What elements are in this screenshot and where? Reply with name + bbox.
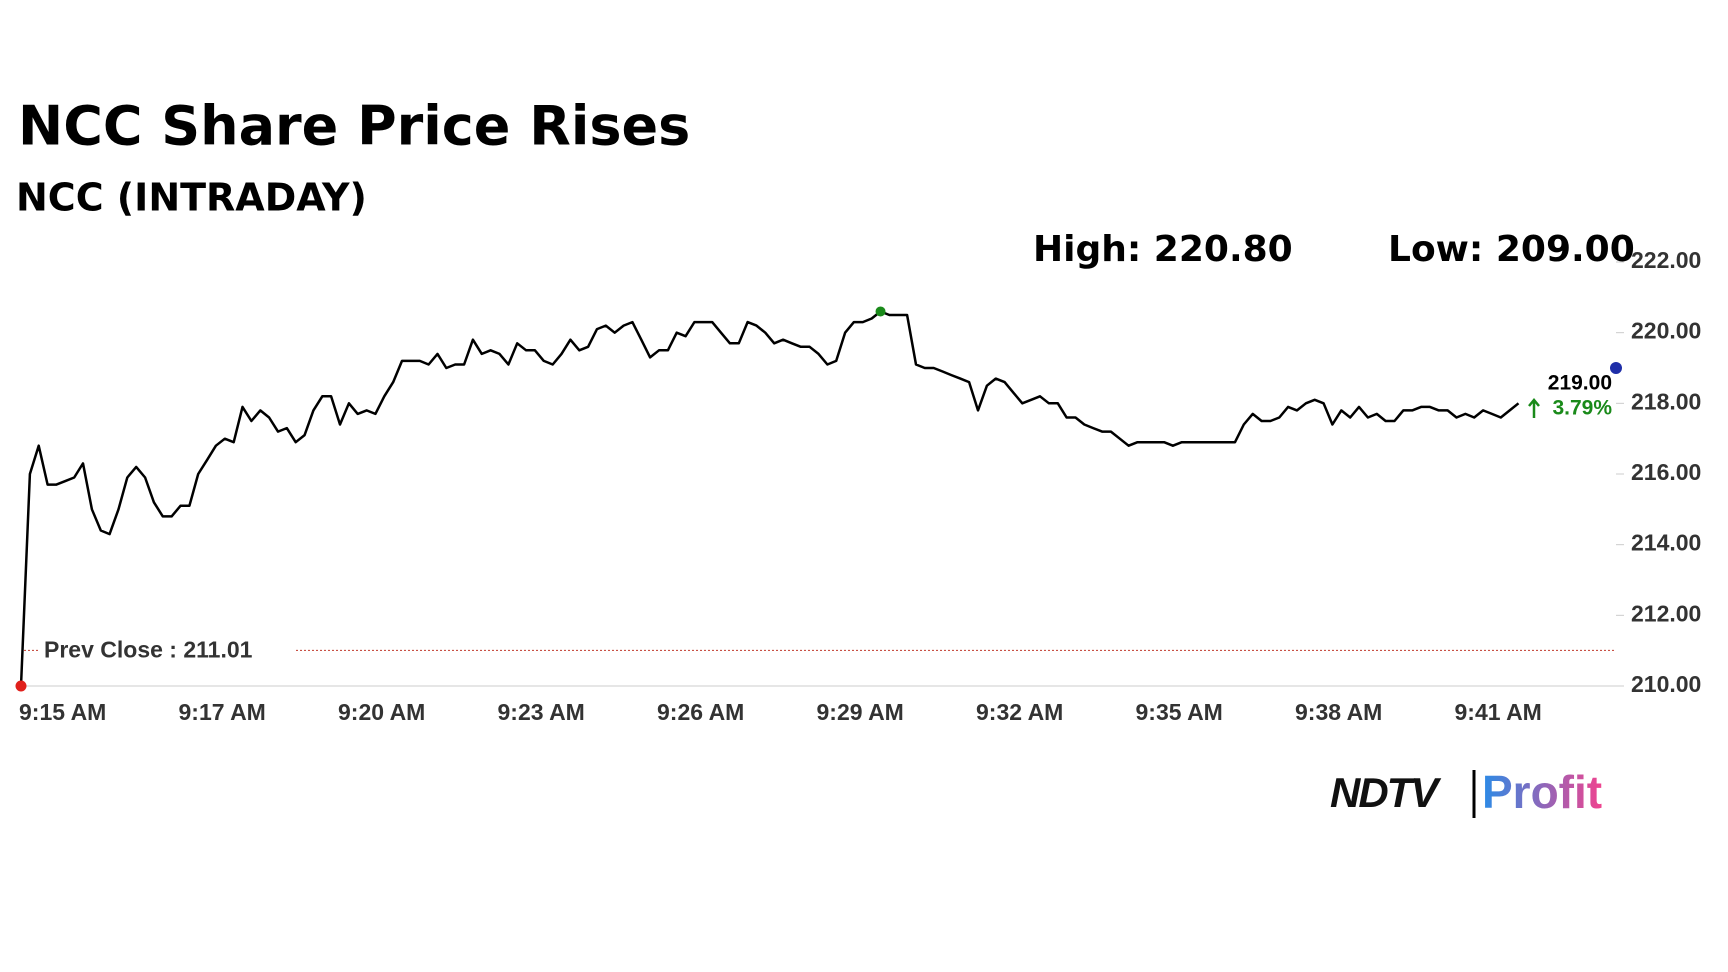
change-label: 3.79%: [1552, 397, 1612, 420]
x-tick-label: 9:17 AM: [179, 699, 266, 725]
y-tick-label: 218.00: [1631, 388, 1701, 414]
x-tick-label: 9:32 AM: [976, 699, 1063, 725]
y-tick-label: 210.00: [1631, 671, 1701, 697]
last-dot: [1610, 362, 1622, 374]
brand-ndtv: NDTV: [1330, 769, 1441, 816]
x-tick-label: 9:26 AM: [657, 699, 744, 725]
price-line: [19, 310, 1520, 687]
x-tick-label: 9:35 AM: [1136, 699, 1223, 725]
high-dot: [875, 306, 886, 317]
prev-close-bg: [38, 634, 296, 667]
open-dot: [15, 680, 27, 692]
x-tick-label: 9:20 AM: [338, 699, 425, 725]
up-arrow: [1528, 398, 1540, 418]
brand-profit: Profit: [1482, 766, 1602, 818]
y-tick-label: 220.00: [1631, 318, 1701, 344]
x-tick-label: 9:15 AM: [19, 699, 106, 725]
prev-close-label: Prev Close : 211.01: [44, 636, 253, 662]
x-tick-label: 9:23 AM: [498, 699, 585, 725]
low-label: Low: 209.00: [1388, 229, 1635, 270]
last-value-label: 219.00: [1548, 372, 1612, 395]
y-tick-label: 214.00: [1631, 530, 1701, 556]
chart-title: NCC Share Price Rises: [18, 95, 690, 158]
high-label: High: 220.80: [1033, 229, 1293, 270]
y-tick-label: 212.00: [1631, 600, 1701, 626]
y-tick-label: 222.00: [1631, 247, 1701, 273]
x-tick-label: 9:41 AM: [1455, 699, 1542, 725]
x-tick-label: 9:29 AM: [817, 699, 904, 725]
x-tick-label: 9:38 AM: [1295, 699, 1382, 725]
chart-subtitle: NCC (INTRADAY): [16, 176, 367, 220]
y-tick-label: 216.00: [1631, 459, 1701, 485]
